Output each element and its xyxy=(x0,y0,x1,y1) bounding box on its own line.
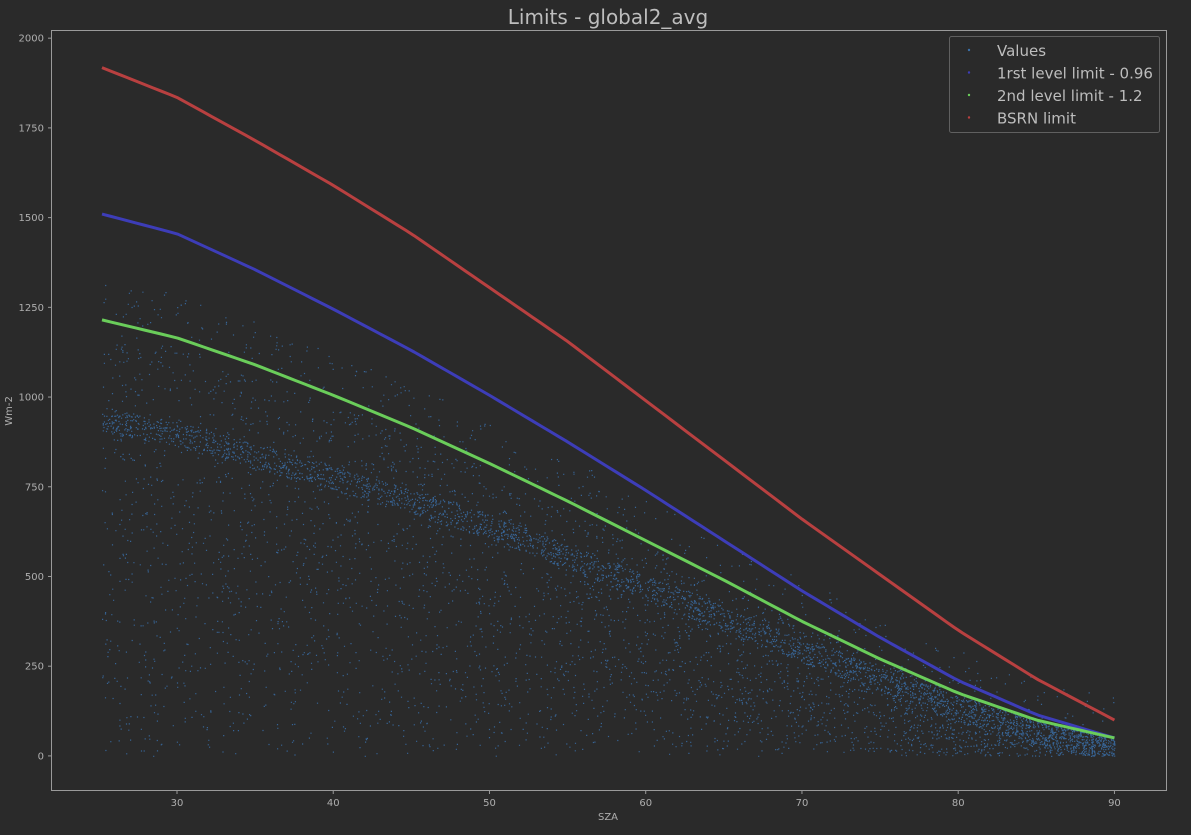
y-axis-label: Wm-2 xyxy=(4,396,15,426)
x-tick-label: 50 xyxy=(483,798,496,809)
legend-label: 2nd level limit - 1.2 xyxy=(997,87,1143,105)
y-tick-label: 2000 xyxy=(19,34,44,45)
x-tick-label: 60 xyxy=(639,798,652,809)
x-tick-label: 80 xyxy=(952,798,965,809)
legend-marker xyxy=(967,48,971,52)
x-tick-label: 30 xyxy=(171,798,184,809)
y-tick-label: 500 xyxy=(25,572,44,583)
y-tick-label: 750 xyxy=(25,482,44,493)
legend-marker xyxy=(967,93,971,97)
limit-line-3 xyxy=(101,66,1116,722)
y-tick-label: 250 xyxy=(25,662,44,673)
legend-label: 1rst level limit - 0.96 xyxy=(997,65,1153,83)
plot-frame xyxy=(51,30,1167,791)
legend-box xyxy=(949,36,1160,133)
y-tick-label: 1250 xyxy=(19,303,44,314)
y-axis-ticks: 0 250 500 750 1000 1250 1500 1750 2000 xyxy=(19,34,52,762)
limit-line-1 xyxy=(101,212,1115,740)
y-tick-label: 1000 xyxy=(19,393,44,404)
x-axis-ticks: 30 40 50 60 70 80 90 xyxy=(171,790,1121,809)
legend-marker xyxy=(967,116,971,119)
x-tick-label: 40 xyxy=(327,798,340,809)
chart-title: Limits - global2_avg xyxy=(508,5,708,29)
limit-lines xyxy=(101,66,1116,740)
y-tick-label: 1750 xyxy=(19,123,44,134)
x-tick-label: 90 xyxy=(1108,798,1121,809)
y-tick-label: 0 xyxy=(38,751,44,762)
x-axis-label: SZA xyxy=(598,812,618,823)
legend-marker xyxy=(967,71,971,74)
limit-line-2 xyxy=(101,318,1115,740)
legend-label: BSRN limit xyxy=(997,110,1076,128)
legend-label: Values xyxy=(997,42,1046,60)
x-tick-label: 70 xyxy=(796,798,809,809)
legend: Values 1rst level limit - 0.96 2nd level l… xyxy=(949,36,1160,133)
y-tick-label: 1500 xyxy=(19,213,44,224)
